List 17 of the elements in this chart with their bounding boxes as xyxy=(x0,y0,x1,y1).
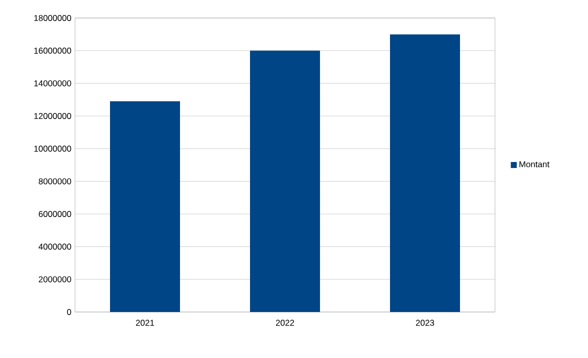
y-tick-label: 18000000 xyxy=(34,14,72,21)
y-tick-label: 8000000 xyxy=(38,178,72,184)
y-tick-label: 0 xyxy=(67,308,72,315)
y-tick-label: 14000000 xyxy=(34,80,72,86)
x-tick-label: 2022 xyxy=(276,320,294,326)
y-tick-label: 6000000 xyxy=(38,210,72,217)
bar xyxy=(250,50,320,312)
y-tick-label: 2000000 xyxy=(38,276,72,282)
legend-label: Montant xyxy=(519,161,550,168)
y-tick-label: 16000000 xyxy=(34,48,72,54)
bar xyxy=(110,101,180,312)
x-tick-label: 2023 xyxy=(416,320,434,326)
y-tick-label: 10000000 xyxy=(34,146,72,152)
bar xyxy=(390,34,460,312)
y-tick-label: 12000000 xyxy=(34,112,72,119)
x-tick-label: 2021 xyxy=(136,320,154,326)
y-tick-label: 4000000 xyxy=(38,244,72,250)
